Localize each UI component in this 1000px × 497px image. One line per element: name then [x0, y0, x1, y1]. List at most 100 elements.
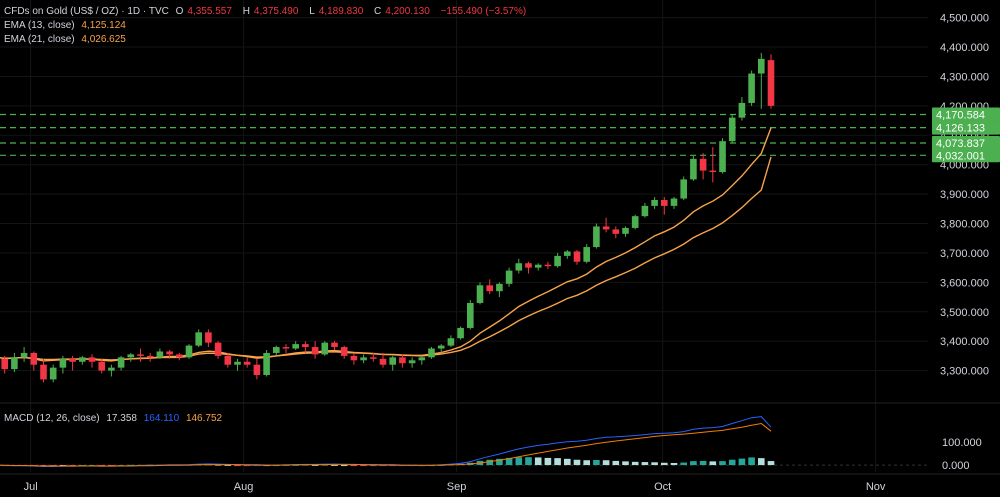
macd-histogram-bar[interactable] [602, 460, 610, 466]
candle-body[interactable] [709, 170, 717, 173]
macd-histogram-bar[interactable] [573, 459, 581, 466]
candle-body[interactable] [40, 364, 47, 380]
candle-body[interactable] [205, 332, 212, 343]
candle-body[interactable] [273, 347, 280, 353]
macd-histogram-bar[interactable] [670, 462, 678, 466]
macd-pane[interactable] [0, 416, 775, 467]
candle-body[interactable] [137, 354, 144, 356]
macd-histogram-bar[interactable] [350, 465, 358, 467]
candle-body[interactable] [651, 200, 658, 206]
macd-histogram-bar[interactable] [758, 458, 765, 466]
time-tick-label[interactable]: Jul [24, 481, 38, 493]
candle-body[interactable] [505, 270, 513, 284]
candle-body[interactable] [243, 361, 251, 365]
candle-body[interactable] [176, 354, 183, 358]
candle-body[interactable] [515, 263, 523, 271]
candle-body[interactable] [583, 247, 590, 262]
macd-histogram-bar[interactable] [612, 460, 620, 466]
candle-body[interactable] [670, 198, 678, 206]
time-axis[interactable]: Jul Aug Sep Oct Nov [24, 481, 886, 493]
candle-body[interactable] [311, 347, 319, 355]
candlesticks[interactable] [1, 52, 775, 383]
macd-histogram-bar[interactable] [340, 465, 348, 467]
candle-body[interactable] [146, 355, 154, 358]
macd-histogram-bar[interactable] [583, 460, 590, 466]
level-price-tag[interactable] [932, 107, 1000, 122]
candle-body[interactable] [166, 351, 173, 355]
candle-body[interactable] [719, 141, 726, 173]
candle-body[interactable] [282, 347, 290, 349]
candle-body[interactable] [612, 229, 620, 234]
candle-body[interactable] [20, 352, 28, 358]
horizontal-levels[interactable] [0, 113, 928, 156]
candle-body[interactable] [738, 102, 746, 118]
macd-histogram-bar[interactable] [680, 462, 687, 466]
candle-body[interactable] [379, 358, 387, 365]
candle-body[interactable] [1, 358, 9, 370]
time-tick-label[interactable]: Sep [447, 481, 467, 493]
candle-body[interactable] [253, 364, 261, 375]
candle-body[interactable] [457, 327, 464, 339]
candle-body[interactable] [641, 205, 649, 217]
macd-histogram-bar[interactable] [525, 457, 532, 466]
ema21-legend[interactable]: EMA (21, close) 4,026.625 [4, 33, 130, 46]
candle-body[interactable] [467, 302, 474, 328]
level-price-tag[interactable] [932, 120, 1000, 135]
candle-body[interactable] [98, 361, 105, 371]
macd-histogram-bar[interactable] [505, 457, 513, 466]
candle-body[interactable] [88, 357, 96, 362]
candle-body[interactable] [331, 342, 338, 348]
macd-histogram-bar[interactable] [748, 457, 755, 466]
candle-body[interactable] [728, 117, 736, 142]
candle-body[interactable] [399, 357, 406, 364]
macd-histogram-bar[interactable] [311, 464, 319, 466]
candle-body[interactable] [321, 342, 329, 355]
candle-body[interactable] [418, 357, 426, 361]
candle-body[interactable] [360, 357, 367, 361]
candle-body[interactable] [593, 226, 600, 248]
candle-body[interactable] [59, 358, 67, 368]
candle-body[interactable] [486, 285, 493, 292]
candle-body[interactable] [11, 357, 18, 370]
candle-body[interactable] [525, 263, 532, 268]
candle-body[interactable] [108, 367, 115, 371]
candle-body[interactable] [554, 255, 561, 267]
candle-body[interactable] [350, 355, 358, 361]
macd-histogram-bar[interactable] [641, 462, 649, 466]
macd-histogram-bar[interactable] [224, 464, 232, 466]
candle-body[interactable] [631, 216, 639, 228]
macd-histogram-bar[interactable] [486, 459, 493, 466]
candle-body[interactable] [767, 60, 775, 106]
candle-body[interactable] [234, 361, 241, 365]
candle-body[interactable] [302, 344, 309, 348]
level-price-tag[interactable] [932, 148, 1000, 163]
macd-histogram-bar[interactable] [719, 461, 726, 466]
macd-histogram-bar[interactable] [728, 459, 736, 466]
candle-body[interactable] [408, 360, 416, 364]
macd-histogram-bar[interactable] [564, 458, 571, 466]
candle-body[interactable] [564, 251, 571, 256]
candle-body[interactable] [156, 351, 164, 358]
candle-body[interactable] [224, 355, 232, 365]
candle-body[interactable] [389, 357, 396, 365]
candle-body[interactable] [476, 285, 484, 303]
candle-body[interactable] [699, 158, 707, 171]
candle-body[interactable] [214, 342, 222, 356]
macd-legend[interactable]: MACD (12, 26, close) 17.358 164.110 146.… [4, 412, 226, 425]
macd-histogram-bar[interactable] [593, 459, 600, 466]
macd-histogram-bar[interactable] [738, 458, 746, 466]
macd-histogram-bar[interactable] [651, 462, 658, 466]
macd-histogram-bar[interactable] [554, 458, 561, 466]
candle-body[interactable] [117, 357, 125, 368]
candle-body[interactable] [622, 227, 629, 234]
candle-body[interactable] [69, 358, 76, 362]
candle-body[interactable] [602, 226, 610, 230]
time-tick-label[interactable]: Oct [654, 481, 671, 493]
macd-histogram-bar[interactable] [214, 464, 222, 466]
candle-body[interactable] [30, 352, 38, 365]
macd-histogram-bar[interactable] [661, 462, 668, 466]
macd-histogram-bar[interactable] [699, 460, 707, 466]
candle-body[interactable] [127, 354, 135, 358]
time-tick-label[interactable]: Nov [866, 481, 886, 493]
